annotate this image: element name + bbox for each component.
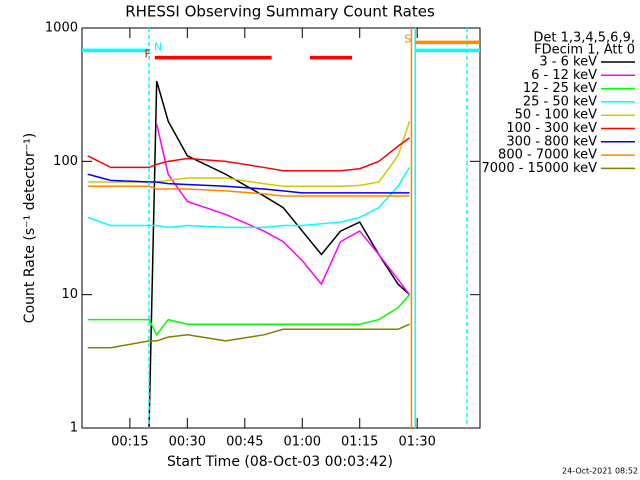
y-tick-label: 1000 [45,21,78,36]
legend-title: FDecim 1, Att 0 [534,43,635,58]
series-line [87,167,411,229]
footer: 24-Oct-2021 08:52 [562,467,638,476]
plot-frame [81,27,481,429]
chart-title: RHESSI Observing Summary Count Rates [125,3,435,21]
legend-label: 25 - 50 keV [523,94,597,109]
series-line [87,294,411,337]
legend-label: 7000 - 15000 keV [482,161,598,176]
legend-label: 100 - 300 keV [506,121,597,136]
legend-label: 3 - 6 keV [539,55,597,70]
y-axis-label: Count Rate (s⁻¹ detector⁻¹) [22,133,38,323]
y-tick-label: 1 [70,421,78,436]
legend-title: Det 1,3,4,5,6,9, [533,31,635,46]
y-tick-label: 100 [53,154,78,169]
x-tick-label: 00:30 [169,435,206,450]
series-line [87,137,410,172]
legend-label: 6 - 12 keV [531,68,597,83]
y-tick-label: 10 [61,287,78,302]
series-line [148,80,411,429]
legend-label: 12 - 25 keV [523,81,597,96]
x-tick-label: 01:00 [284,435,321,450]
x-tick-label: 00:15 [111,435,148,450]
legend-label: 50 - 100 keV [515,108,598,123]
legend-label: 300 - 800 keV [506,134,597,149]
x-tick-label: 01:15 [341,435,378,450]
flag-label: S [404,32,411,45]
x-tick-label: 00:45 [226,435,263,450]
flag-label: F [144,48,150,61]
series-line [87,120,411,188]
series-line [155,123,411,296]
x-axis-label: Start Time (08-Oct-03 00:03:42) [167,454,393,470]
series-line [87,173,410,194]
legend-label: 800 - 7000 keV [498,148,597,163]
x-tick-label: 01:30 [398,435,435,450]
series-line [87,185,410,197]
series-line [87,323,410,349]
flag-label: N [154,40,162,53]
